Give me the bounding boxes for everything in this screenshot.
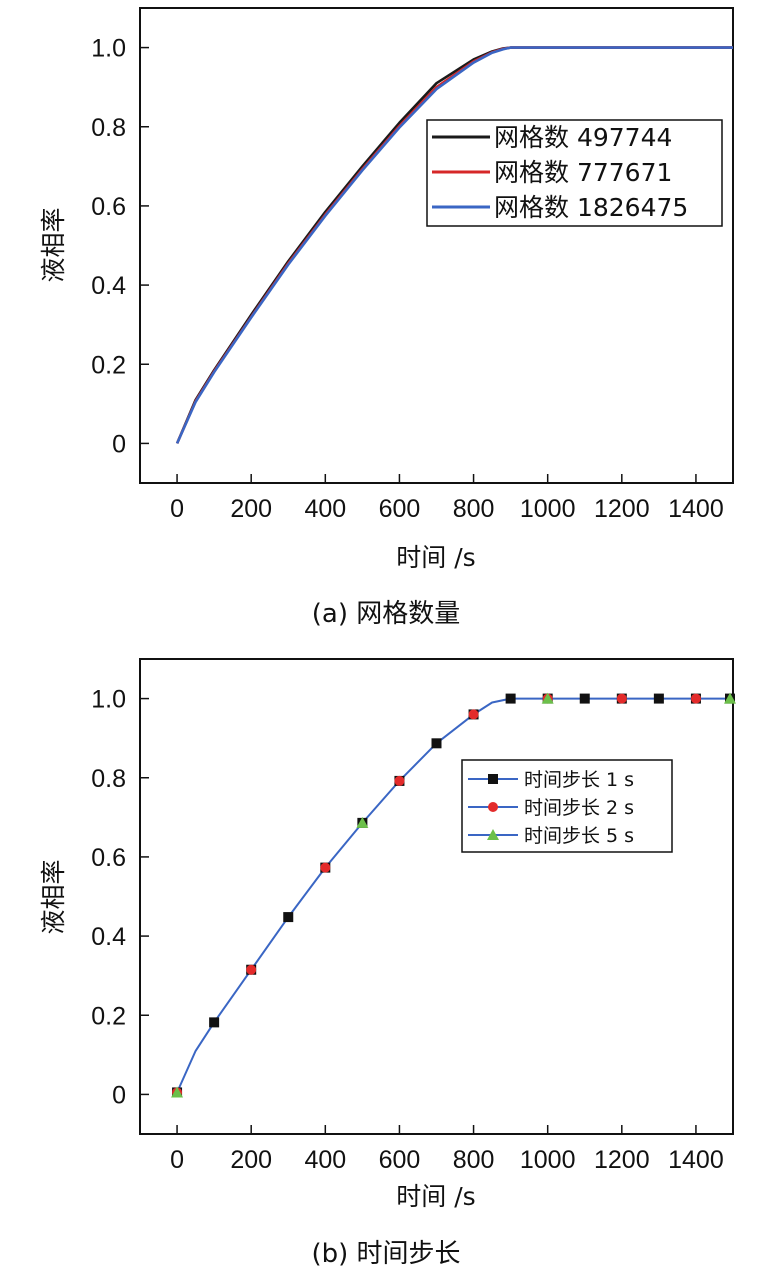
x-axis-label-b: 时间 /s bbox=[396, 1182, 475, 1211]
data-point-square bbox=[283, 912, 294, 923]
y-tick-label: 0.6 bbox=[91, 844, 126, 872]
x-tick-label: 1000 bbox=[520, 495, 576, 523]
y-tick-label: 0.4 bbox=[91, 923, 126, 951]
x-tick-label: 1000 bbox=[520, 1146, 576, 1174]
x-tick-label: 600 bbox=[379, 495, 421, 523]
chart-a: 0 200 400 600 800 1000 1200 1400 0 0.2 0.4 0.6 0.8 1.… bbox=[39, 7, 734, 629]
data-point-triangle bbox=[541, 692, 554, 704]
caption-a: (a) 网格数量 bbox=[312, 599, 461, 629]
data-point-circle bbox=[246, 964, 257, 975]
x-tick-label: 600 bbox=[379, 1146, 421, 1174]
x-tick-label: 400 bbox=[304, 1146, 346, 1174]
series-line-2 bbox=[175, 46, 733, 444]
legend-entry: 网格数 777671 bbox=[494, 158, 672, 187]
plot-frame-a bbox=[139, 7, 734, 484]
series-lines-b bbox=[171, 692, 736, 1098]
x-tick-label: 200 bbox=[230, 1146, 272, 1174]
legend-entry: 时间步长 5 s bbox=[524, 825, 634, 847]
legend-b: 时间步长 1 s 时间步长 2 s 时间步长 5 s bbox=[461, 759, 673, 853]
legend-entry: 时间步长 2 s bbox=[524, 797, 634, 819]
y-axis-label-b: 液相率 bbox=[39, 859, 68, 934]
data-point-square bbox=[431, 738, 442, 749]
tick-group-a: 0 200 400 600 800 1000 1200 1400 0 0.2 0.4 0.6 0.8 1.… bbox=[91, 35, 724, 523]
x-tick-label: 1400 bbox=[668, 495, 724, 523]
caption-b: (b) 时间步长 bbox=[311, 1239, 460, 1269]
data-point-square bbox=[579, 693, 590, 704]
y-tick-label: 0 bbox=[112, 430, 126, 458]
series-line-1 bbox=[175, 46, 733, 444]
data-point-circle bbox=[394, 775, 405, 786]
data-point-triangle bbox=[356, 816, 369, 828]
legend-a: 网格数 497744 网格数 777671 网格数 1826475 bbox=[426, 119, 723, 227]
legend-marker-triangle bbox=[487, 829, 499, 840]
data-point-circle bbox=[616, 693, 627, 704]
legend-entry: 时间步长 1 s bbox=[524, 769, 634, 791]
legend-entry: 网格数 497744 bbox=[494, 123, 672, 152]
y-tick-label: 0.8 bbox=[91, 114, 126, 142]
x-tick-label: 400 bbox=[304, 495, 346, 523]
tick-group-b: 0 200 400 600 800 1000 1200 1400 0 0.2 0.4 0.6 0.8 1.… bbox=[91, 686, 724, 1174]
data-point-square bbox=[653, 693, 664, 704]
y-tick-label: 0 bbox=[112, 1081, 126, 1109]
fit-curve bbox=[176, 697, 733, 1093]
series-line-3 bbox=[175, 46, 733, 444]
legend-marker-square bbox=[488, 774, 498, 784]
y-tick-label: 0.8 bbox=[91, 765, 126, 793]
data-point-circle bbox=[468, 709, 479, 720]
data-point-triangle bbox=[724, 692, 736, 704]
legend-entry: 网格数 1826475 bbox=[494, 193, 688, 222]
y-axis-label-a: 液相率 bbox=[39, 207, 68, 282]
plot-frame-b bbox=[139, 658, 734, 1135]
y-tick-label: 0.2 bbox=[91, 351, 126, 379]
legend-marker-circle bbox=[488, 802, 498, 812]
chart-b: 0 200 400 600 800 1000 1200 1400 0 0.2 0.4 0.6 0.8 1.… bbox=[39, 658, 736, 1269]
x-tick-label: 800 bbox=[453, 1146, 495, 1174]
x-tick-label: 1400 bbox=[668, 1146, 724, 1174]
y-tick-label: 1.0 bbox=[91, 686, 126, 714]
data-point-square bbox=[505, 693, 516, 704]
x-tick-label: 1200 bbox=[594, 495, 650, 523]
y-tick-label: 0.2 bbox=[91, 1002, 126, 1030]
y-tick-label: 0.4 bbox=[91, 272, 126, 300]
data-point-triangle bbox=[171, 1086, 184, 1098]
data-point-square bbox=[209, 1017, 220, 1028]
series-lines-a bbox=[175, 46, 733, 444]
x-tick-label: 800 bbox=[453, 495, 495, 523]
x-tick-label: 1200 bbox=[594, 1146, 650, 1174]
x-tick-label: 0 bbox=[170, 495, 184, 523]
data-point-circle bbox=[690, 693, 701, 704]
y-tick-label: 0.6 bbox=[91, 193, 126, 221]
y-tick-label: 1.0 bbox=[91, 35, 126, 63]
x-tick-label: 0 bbox=[170, 1146, 184, 1174]
data-point-circle bbox=[320, 862, 331, 873]
x-axis-label-a: 时间 /s bbox=[396, 543, 475, 572]
x-tick-label: 200 bbox=[230, 495, 272, 523]
